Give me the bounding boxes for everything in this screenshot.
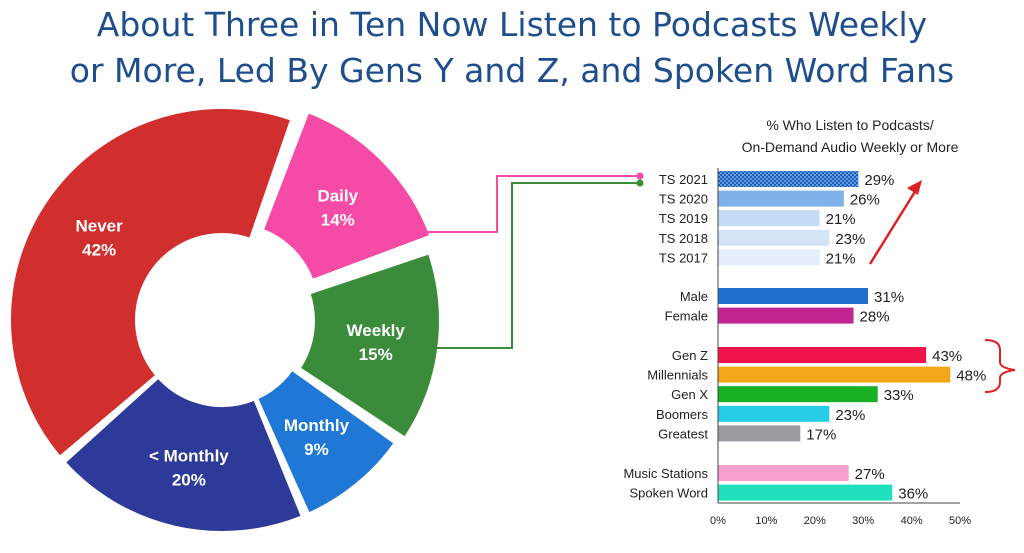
bar-value-music-stations: 27% [855, 466, 885, 483]
bar-label-boomers: Boomers [656, 407, 709, 422]
x-tick-label: 40% [901, 515, 923, 527]
bar-label-spoken-word: Spoken Word [629, 486, 708, 501]
bar-millennials [718, 366, 951, 383]
bar-value-male: 31% [874, 289, 904, 306]
bar-label-gen-x: Gen X [671, 387, 708, 402]
bar-ts-2019 [718, 210, 820, 227]
donut-value-never: 42% [82, 241, 116, 260]
donut-label-never: Never [76, 217, 124, 236]
bar-label-greatest: Greatest [658, 426, 708, 441]
title-line-2: or More, Led By Gens Y and Z, and Spoken… [69, 51, 955, 90]
donut-value-monthly: 20% [172, 470, 206, 489]
bar-chart: % Who Listen to Podcasts/ On-Demand Audi… [623, 117, 986, 527]
title-line-1: About Three in Ten Now Listen to Podcast… [96, 5, 928, 44]
bar-chart-title-line-2: On-Demand Audio Weekly or More [742, 139, 959, 155]
bar-label-millennials: Millennials [647, 368, 708, 383]
bar-greatest [718, 425, 801, 442]
bar-label-ts-2021: TS 2021 [659, 172, 708, 187]
gen-brace [984, 339, 1016, 393]
donut-value-monthly: 9% [304, 440, 329, 459]
bar-ts-2017 [718, 249, 820, 266]
bar-gen-x [718, 386, 878, 403]
trend-arrow-line [868, 189, 918, 265]
bar-label-female: Female [665, 309, 708, 324]
bar-boomers [718, 405, 830, 422]
donut-slice-monthly [63, 376, 304, 533]
bar-ts-2020 [718, 190, 844, 207]
bar-value-gen-z: 43% [932, 348, 962, 365]
donut-value-daily: 14% [321, 210, 355, 229]
x-tick-label: 30% [852, 515, 874, 527]
weekly-connector-dot [636, 179, 644, 187]
bar-ts-2021 [718, 171, 859, 187]
bar-label-ts-2018: TS 2018 [659, 231, 708, 246]
bar-value-female: 28% [860, 309, 890, 326]
bar-value-boomers: 23% [835, 407, 865, 424]
x-tick-label: 20% [804, 515, 826, 527]
bar-label-ts-2017: TS 2017 [659, 250, 708, 265]
bar-value-ts-2018: 23% [835, 231, 865, 248]
x-tick-label: 0% [710, 515, 726, 527]
daily-connector-line [413, 175, 639, 233]
bar-chart-title-line-1: % Who Listen to Podcasts/ [766, 117, 933, 133]
weekly-connector-line [434, 182, 639, 349]
x-tick-label: 50% [949, 515, 971, 527]
bar-value-gen-x: 33% [884, 387, 914, 404]
bar-label-music-stations: Music Stations [623, 466, 708, 481]
annotations [868, 180, 1016, 393]
bar-value-greatest: 17% [806, 426, 836, 443]
donut-slice-never [9, 107, 293, 459]
donut-slice-weekly [298, 252, 441, 439]
bar-value-ts-2017: 21% [826, 250, 856, 267]
bar-label-ts-2020: TS 2020 [659, 192, 708, 207]
bar-value-ts-2021: 29% [864, 172, 894, 189]
bar-value-spoken-word: 36% [898, 486, 928, 503]
bar-spoken-word [718, 484, 893, 501]
page-title: About Three in Ten Now Listen to Podcast… [0, 2, 1024, 94]
bar-value-millennials: 48% [956, 368, 986, 385]
connectors [413, 172, 644, 349]
bar-music-stations [718, 465, 849, 481]
bar-gen-z [718, 347, 927, 363]
donut-label-weekly: Weekly [347, 321, 406, 340]
donut-label-monthly: Monthly [284, 416, 350, 435]
donut-slice-daily [261, 111, 432, 282]
bar-label-ts-2019: TS 2019 [659, 211, 708, 226]
donut-value-weekly: 15% [359, 345, 393, 364]
donut-slice-monthly [255, 368, 397, 515]
bar-value-ts-2020: 26% [850, 192, 880, 209]
donut-chart: Daily 14% Weekly 15% Monthly 9% < Monthly 20% Ne… [9, 107, 441, 533]
donut-label-daily: Daily [317, 186, 358, 205]
bar-ts-2018 [718, 229, 830, 246]
bar-male [718, 288, 869, 304]
donut-label-monthly: < Monthly [149, 446, 229, 465]
bar-label-gen-z: Gen Z [672, 348, 708, 363]
x-tick-label: 10% [755, 515, 777, 527]
daily-connector-dot [636, 172, 644, 180]
bar-label-male: Male [680, 289, 708, 304]
bar-female [718, 307, 854, 324]
bar-value-ts-2019: 21% [826, 211, 856, 228]
trend-arrow-head [907, 180, 922, 195]
